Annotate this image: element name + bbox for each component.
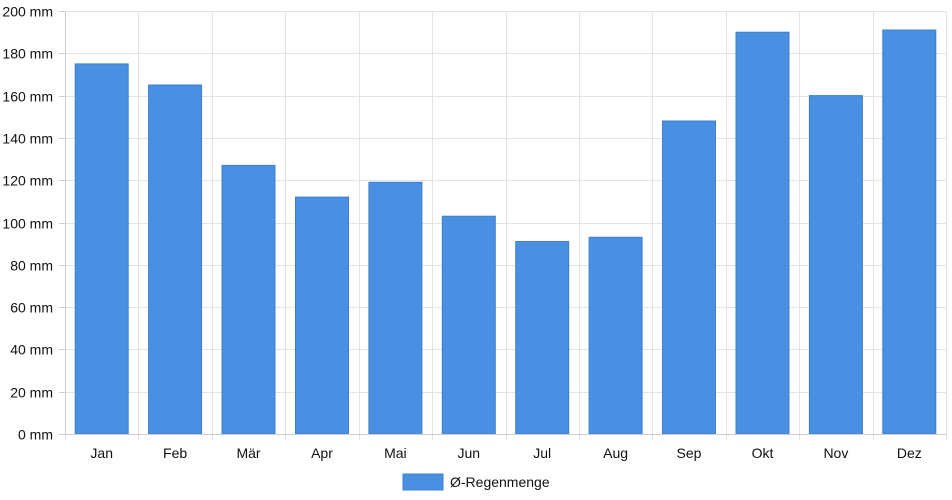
y-tick-label: 40 mm bbox=[10, 342, 53, 358]
x-tick-label: Sep bbox=[677, 445, 702, 461]
y-tick-label: 20 mm bbox=[10, 385, 53, 401]
bar-dez bbox=[882, 29, 937, 435]
x-axis-tick-labels: Jan Feb Mär Apr Mai Jun Jul Aug Sep Okt Nov Dez bbox=[90, 445, 921, 461]
y-tick-label: 200 mm bbox=[2, 4, 53, 20]
y-axis-tick-labels: 0 mm 20 mm 40 mm 60 mm 80 mm 100 mm 120 mm 140 … bbox=[2, 4, 53, 443]
bar-mär bbox=[221, 164, 276, 435]
bar-mai bbox=[368, 181, 423, 435]
y-tick-label: 80 mm bbox=[10, 258, 53, 274]
y-tick-label: 140 mm bbox=[2, 131, 53, 147]
bar-apr bbox=[295, 196, 349, 435]
y-tick-label: 120 mm bbox=[2, 173, 53, 189]
x-tick-label: Feb bbox=[163, 445, 187, 461]
legend-swatch bbox=[402, 473, 444, 491]
x-tick-label: Jun bbox=[458, 445, 481, 461]
x-tick-label: Dez bbox=[897, 445, 922, 461]
y-tick-label: 180 mm bbox=[2, 46, 53, 62]
bars bbox=[74, 29, 937, 435]
y-tick-label: 0 mm bbox=[18, 427, 53, 443]
axes bbox=[59, 11, 946, 435]
x-tick-label: Mär bbox=[236, 445, 260, 461]
x-tick-label: Okt bbox=[752, 445, 774, 461]
bar-jul bbox=[515, 241, 570, 435]
y-tick-label: 100 mm bbox=[2, 216, 53, 232]
bar-aug bbox=[588, 236, 643, 435]
x-tick-label: Apr bbox=[311, 445, 333, 461]
bar-nov bbox=[808, 95, 863, 435]
bar-feb bbox=[148, 84, 203, 435]
x-tick-label: Mai bbox=[384, 445, 407, 461]
legend-label-series-0: Ø-Regenmenge bbox=[450, 474, 550, 490]
x-tick-label: Nov bbox=[823, 445, 848, 461]
legend: Ø-Regenmenge bbox=[402, 473, 550, 491]
bar-sep bbox=[662, 120, 716, 435]
bar-jan bbox=[74, 63, 129, 435]
x-tick-label: Jul bbox=[533, 445, 551, 461]
y-tick-label: 160 mm bbox=[2, 89, 53, 105]
y-tick-label: 60 mm bbox=[10, 300, 53, 316]
x-tick-label: Aug bbox=[603, 445, 628, 461]
x-tick-label: Jan bbox=[90, 445, 113, 461]
bar-jun bbox=[441, 215, 496, 435]
bar-okt bbox=[735, 31, 790, 435]
